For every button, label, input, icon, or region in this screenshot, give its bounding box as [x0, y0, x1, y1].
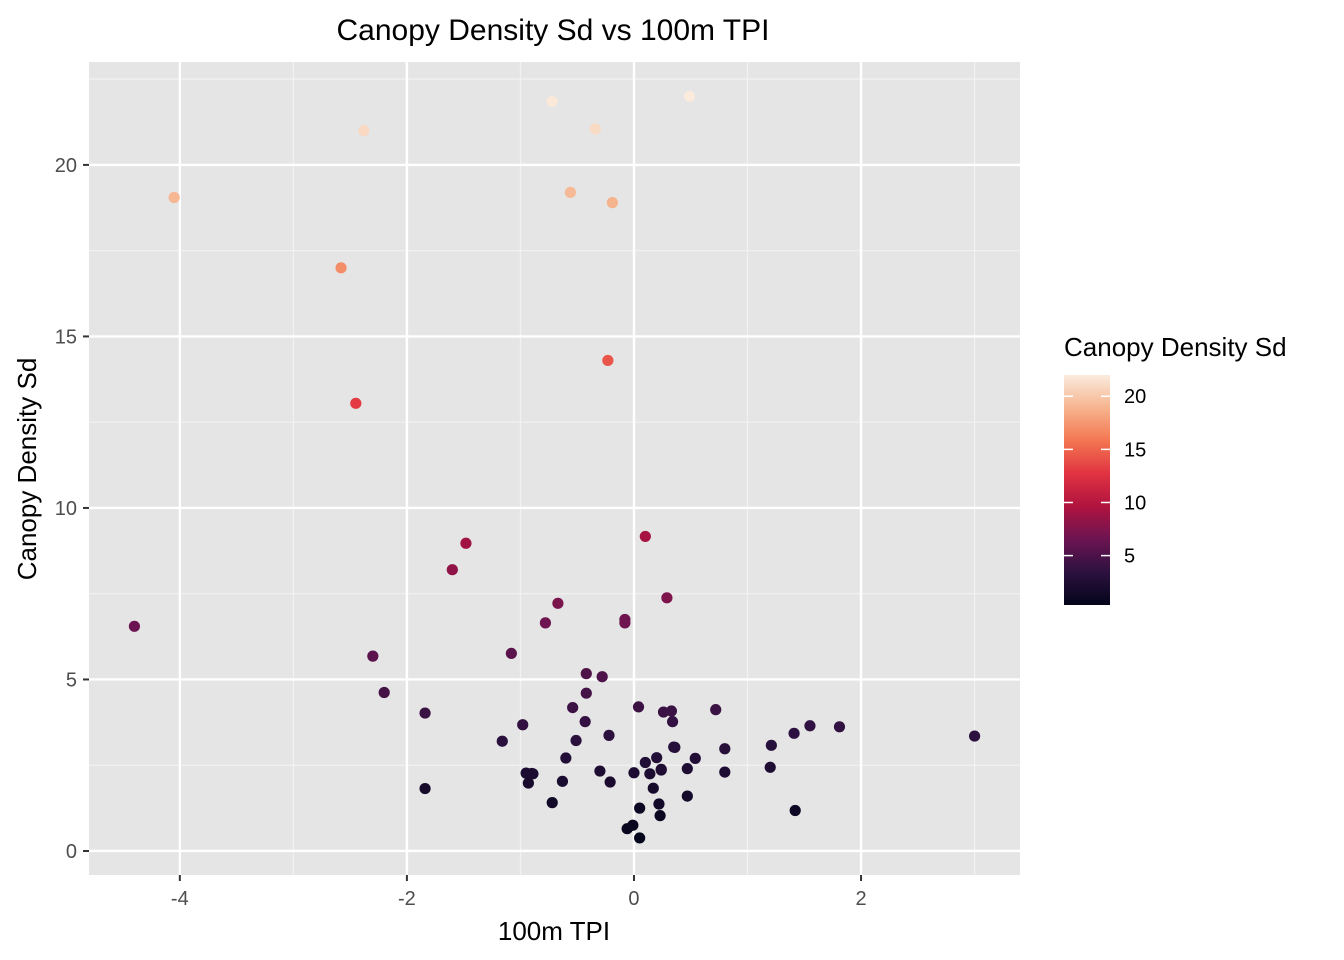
data-point	[546, 797, 558, 809]
data-point	[833, 721, 846, 733]
data-point	[653, 798, 665, 810]
x-tick-label: 2	[855, 888, 866, 910]
y-axis-label: Canopy Density Sd	[12, 358, 42, 581]
data-point	[665, 705, 678, 717]
data-point	[594, 765, 606, 777]
data-point	[546, 95, 558, 108]
data-point	[367, 650, 379, 662]
data-point	[596, 671, 608, 683]
data-point	[589, 123, 601, 135]
data-point	[661, 592, 673, 604]
data-point	[335, 262, 347, 274]
data-point	[505, 647, 517, 659]
data-point	[358, 125, 370, 137]
data-point	[619, 617, 631, 629]
data-points	[128, 90, 981, 844]
grid-minor	[89, 62, 1020, 875]
x-tick-label: -4	[171, 888, 189, 910]
data-point	[627, 819, 639, 831]
data-point	[654, 810, 666, 822]
chart-title: Canopy Density Sd vs 100m TPI	[337, 14, 770, 47]
data-point	[350, 397, 362, 409]
x-tick-label: 0	[628, 888, 639, 910]
data-point	[606, 197, 619, 209]
data-point	[603, 729, 615, 741]
data-point	[647, 782, 659, 794]
x-axis-label: 100m TPI	[498, 916, 610, 946]
y-tick-label: 20	[55, 155, 77, 177]
data-point	[564, 186, 576, 198]
legend-tick-label: 10	[1124, 492, 1146, 514]
data-point	[719, 766, 731, 778]
data-point	[710, 704, 722, 716]
data-point	[788, 727, 800, 739]
data-point	[570, 734, 582, 747]
data-point	[789, 804, 801, 817]
data-point	[552, 597, 564, 609]
data-point	[651, 752, 663, 764]
data-point	[567, 701, 579, 714]
x-tick-label: -2	[398, 888, 416, 910]
data-point	[419, 782, 431, 795]
data-point	[579, 716, 591, 728]
y-tick-label: 10	[55, 498, 77, 520]
data-point	[580, 668, 592, 680]
data-point	[517, 719, 529, 731]
legend-tick-label: 5	[1124, 546, 1135, 568]
data-point	[669, 741, 681, 753]
plot-panel	[89, 62, 1020, 875]
grid-major	[89, 62, 1020, 875]
data-point	[560, 752, 572, 764]
data-point	[628, 767, 640, 779]
data-point	[128, 620, 141, 632]
data-point	[460, 537, 472, 549]
data-point	[968, 730, 981, 742]
data-point	[719, 743, 731, 755]
data-point	[764, 761, 776, 773]
data-point	[496, 735, 508, 747]
data-point	[684, 90, 696, 102]
data-point	[681, 790, 693, 802]
data-point	[539, 617, 552, 629]
legend-title: Canopy Density Sd	[1064, 332, 1287, 362]
data-point	[602, 354, 614, 367]
data-point	[804, 720, 816, 732]
data-point	[765, 739, 777, 751]
data-point	[378, 686, 390, 699]
y-tick-label: 0	[66, 841, 77, 863]
legend-ticks: 5 10 15 20	[1064, 386, 1146, 568]
data-point	[522, 777, 534, 789]
data-point	[604, 776, 616, 788]
data-point	[556, 775, 569, 787]
data-point	[681, 763, 693, 775]
y-tick-label: 5	[66, 669, 77, 691]
legend-tick-label: 20	[1124, 386, 1146, 408]
data-point	[634, 802, 646, 814]
y-tick-label: 15	[55, 326, 77, 348]
data-point	[168, 191, 180, 204]
data-point	[689, 752, 701, 764]
data-point	[632, 701, 645, 713]
data-point	[655, 763, 667, 775]
x-axis: -4 -2 0 2	[171, 875, 867, 910]
data-point	[580, 687, 592, 699]
legend-tick-label: 15	[1124, 439, 1146, 461]
data-point	[527, 768, 539, 780]
legend-colorbar	[1064, 375, 1110, 605]
data-point	[666, 716, 679, 728]
data-point	[639, 530, 651, 543]
data-point	[446, 564, 458, 576]
data-point	[639, 756, 651, 769]
data-point	[644, 768, 656, 780]
data-point	[634, 832, 646, 844]
legend: Canopy Density Sd 5 10 15 20	[1064, 332, 1287, 605]
data-point	[419, 707, 431, 719]
y-axis: 0 5 10 15 20	[55, 155, 89, 863]
